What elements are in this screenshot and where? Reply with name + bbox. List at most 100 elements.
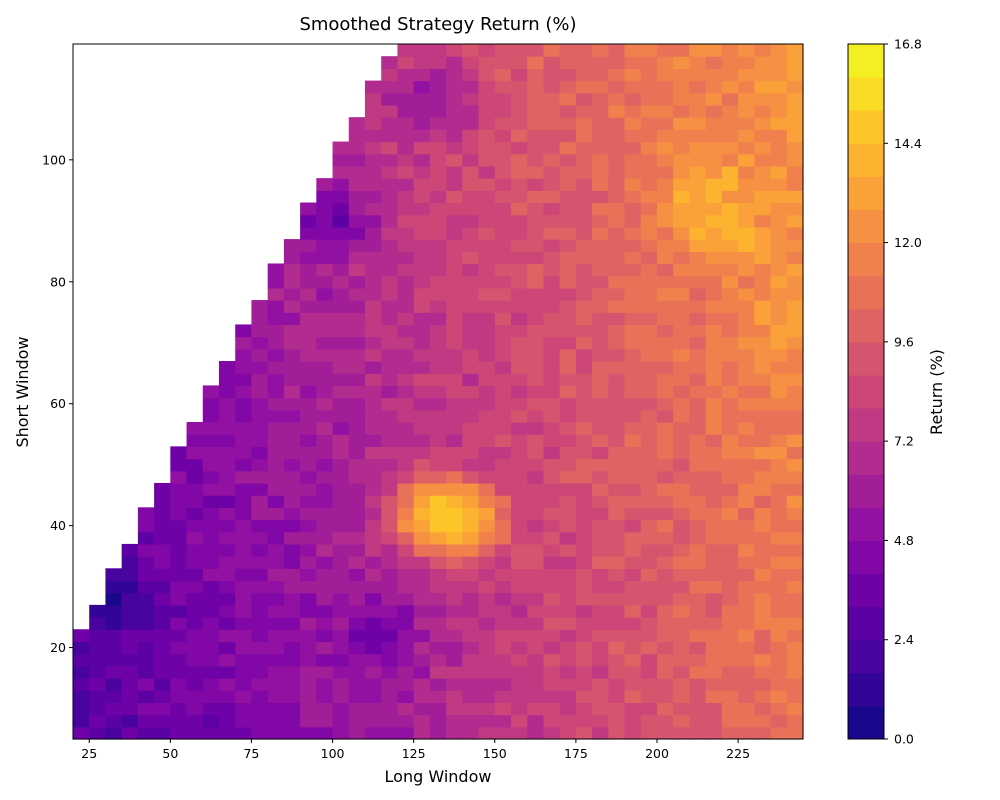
heatmap-cell (705, 214, 723, 228)
heatmap-cell (673, 165, 691, 179)
heatmap-cell (575, 226, 593, 240)
heatmap-cell (381, 543, 399, 557)
heatmap-cell (446, 275, 463, 289)
heatmap-cell (446, 690, 463, 704)
heatmap-cell (673, 287, 691, 301)
heatmap-cell (397, 92, 415, 106)
heatmap-cell (283, 458, 301, 472)
heatmap-cell (478, 80, 496, 94)
heatmap-cell (640, 385, 658, 399)
heatmap-cell (721, 239, 739, 252)
heatmap-cell (478, 129, 496, 143)
heatmap-cell (575, 641, 593, 655)
heatmap-cell (754, 275, 772, 289)
heatmap-cell (348, 641, 366, 655)
heatmap-cell (397, 239, 415, 252)
heatmap-cell (365, 556, 382, 569)
heatmap-cell (494, 251, 512, 265)
heatmap-cell (592, 92, 609, 106)
heatmap-cell (219, 702, 236, 716)
heatmap-cell (608, 690, 626, 704)
heatmap-cell (543, 190, 561, 204)
heatmap-cell (478, 470, 496, 484)
heatmap-cell (365, 275, 382, 289)
heatmap-cell (235, 519, 253, 533)
heatmap-cell (397, 165, 415, 179)
heatmap-cell (413, 214, 431, 228)
heatmap-cell (754, 714, 772, 728)
heatmap-cell (592, 519, 609, 533)
heatmap-cell (527, 604, 545, 618)
heatmap-cell (786, 92, 804, 106)
heatmap-cell (429, 214, 447, 228)
heatmap-cell (397, 580, 415, 594)
heatmap-cell (738, 104, 755, 118)
heatmap-cell (705, 336, 723, 350)
heatmap-cell (559, 361, 577, 374)
heatmap-cell (494, 263, 512, 277)
heatmap-cell (478, 324, 496, 338)
heatmap-cell (543, 592, 561, 606)
heatmap-cell (608, 568, 626, 582)
heatmap-cell (283, 373, 301, 386)
heatmap-cell (381, 397, 399, 411)
heatmap-cell (640, 117, 658, 130)
heatmap-cell (170, 458, 188, 472)
heatmap-cell (657, 44, 674, 57)
heatmap-cell (738, 336, 755, 350)
heatmap-cell (559, 56, 577, 69)
heatmap-cell (332, 726, 350, 740)
heatmap-cell (527, 117, 545, 130)
heatmap-cell (429, 665, 447, 679)
heatmap-cell (543, 434, 561, 447)
heatmap-cell (511, 385, 528, 399)
heatmap-cell (494, 68, 512, 82)
x-tick-label: 100 (321, 746, 345, 761)
heatmap-cell (738, 629, 755, 643)
heatmap-cell (170, 629, 188, 643)
heatmap-cell (559, 543, 577, 557)
heatmap-cell (478, 226, 496, 240)
heatmap-cell (462, 92, 480, 106)
heatmap-cell (786, 275, 804, 289)
heatmap-cell (251, 617, 269, 630)
heatmap-cell (738, 251, 755, 265)
heatmap-cell (738, 287, 755, 301)
heatmap-cell (673, 104, 691, 118)
heatmap-cell (413, 482, 431, 496)
heatmap-cell (429, 519, 447, 533)
heatmap-cell (705, 519, 723, 533)
heatmap-cell (543, 117, 561, 130)
y-tick-label: 40 (50, 518, 66, 533)
heatmap-cell (608, 361, 626, 374)
heatmap-cell (657, 129, 674, 143)
heatmap-cell (170, 641, 188, 655)
heatmap-cell (446, 421, 463, 435)
heatmap-cell (235, 568, 253, 582)
heatmap-cell (673, 434, 691, 447)
heatmap-cell (608, 385, 626, 399)
heatmap-cell (494, 397, 512, 411)
heatmap-cell (705, 385, 723, 399)
heatmap-cell (267, 531, 285, 545)
heatmap-cell (721, 617, 739, 630)
heatmap-cell (657, 348, 674, 362)
heatmap-cell (657, 239, 674, 252)
heatmap-cell (283, 580, 301, 594)
heatmap-cell (186, 556, 204, 569)
heatmap-cell (348, 263, 366, 277)
heatmap-cell (657, 507, 674, 521)
heatmap-cell (592, 446, 609, 460)
heatmap-cell (186, 531, 204, 545)
x-axis-ticks: 25 50 75 100 125 150 175 200 225 (81, 739, 750, 761)
heatmap-cell (105, 629, 123, 643)
heatmap-cell (511, 434, 528, 447)
heatmap-cell (283, 678, 301, 691)
heatmap-cell (786, 690, 804, 704)
heatmap-cell (494, 629, 512, 643)
heatmap-cell (575, 80, 593, 94)
heatmap-cell (235, 531, 253, 545)
heatmap-cell (657, 470, 674, 484)
heatmap-cell (413, 726, 431, 740)
heatmap-cell (494, 165, 512, 179)
